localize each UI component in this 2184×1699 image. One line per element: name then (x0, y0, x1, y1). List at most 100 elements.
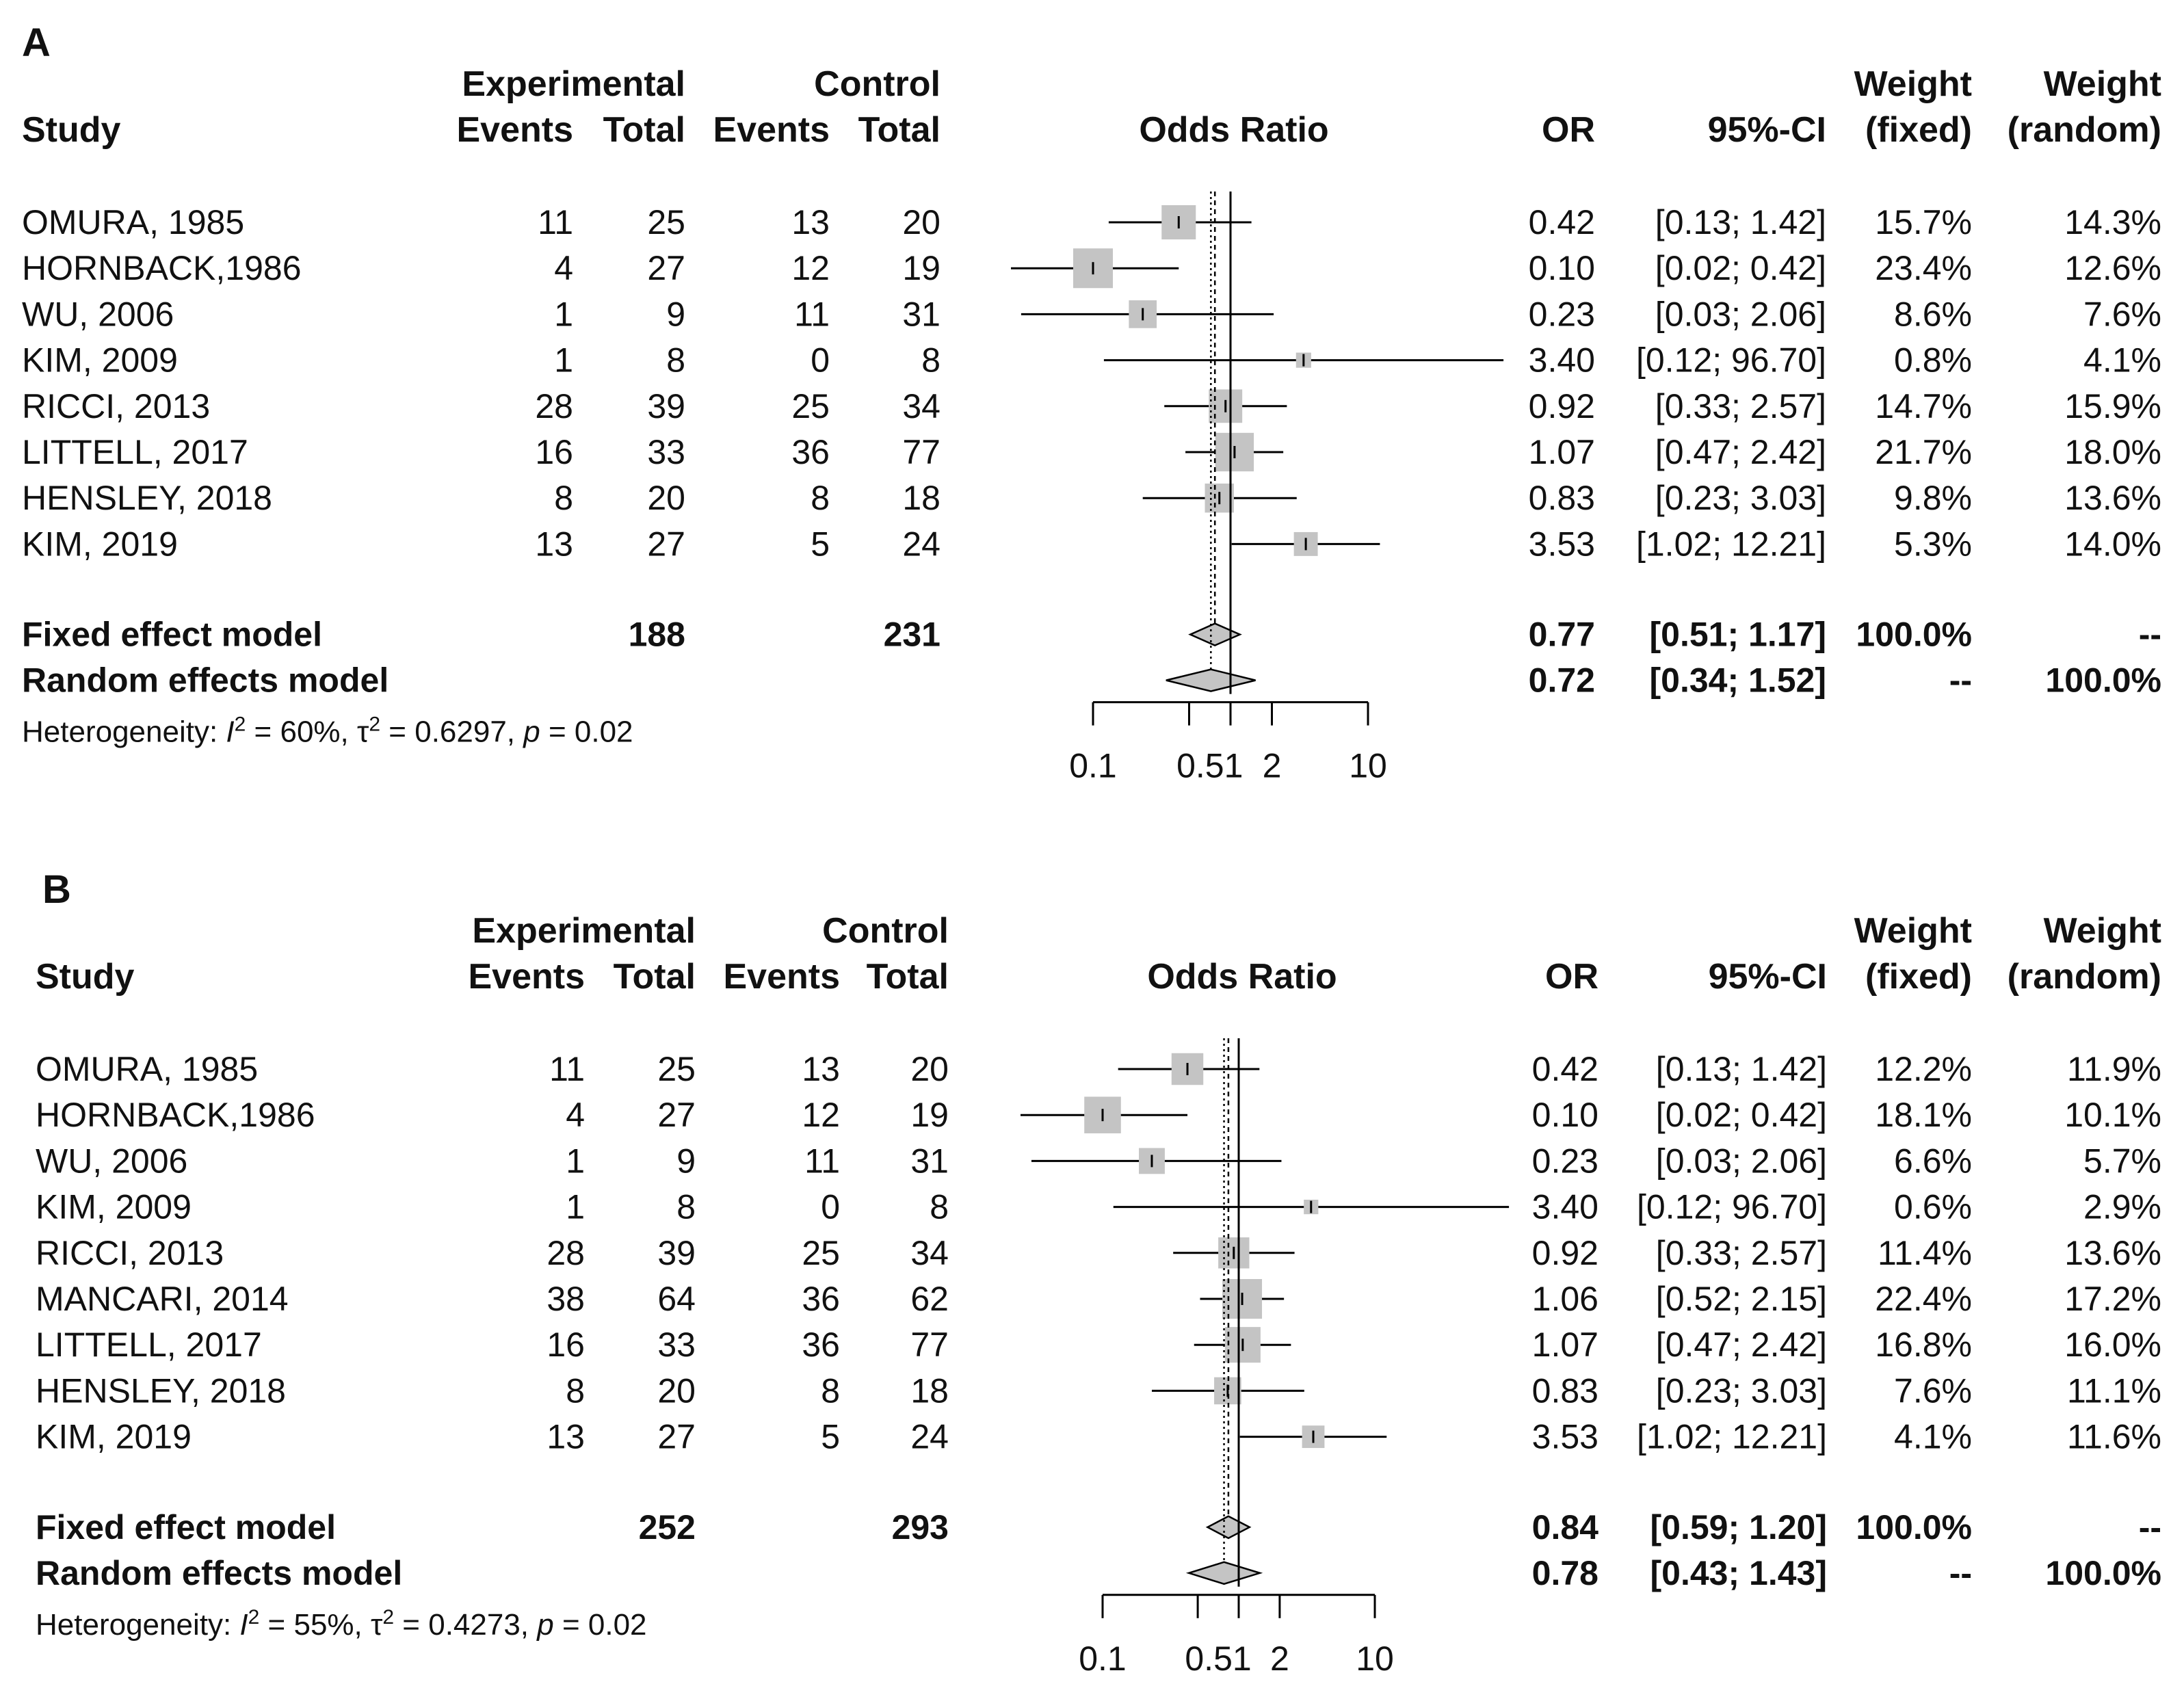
random-label: Random effects model (22, 661, 389, 700)
weight-fixed: 18.1% (1875, 1096, 1972, 1134)
header-experimental: Experimental (472, 911, 696, 951)
study-name: RICCI, 2013 (36, 1234, 224, 1272)
or-value: 3.53 (1529, 525, 1595, 563)
study-row: RICCI, 2013 28 39 25 34 0.92 [0.33; 2.57] 14.7%… (22, 387, 2161, 425)
or-value: 0.23 (1529, 295, 1595, 333)
study-name: WU, 2006 (36, 1142, 187, 1180)
exp-events: 1 (554, 341, 573, 380)
exp-events: 16 (547, 1326, 585, 1364)
het-i2-symbol: I (239, 1608, 248, 1642)
exp-total: 20 (657, 1371, 696, 1410)
random-or: 0.72 (1529, 661, 1595, 700)
header-weight-random-1: Weight (2044, 64, 2161, 104)
fixed-diamond (1188, 622, 1242, 646)
weight-random: 15.9% (2064, 387, 2161, 425)
ci-value: [0.13; 1.42] (1655, 203, 1826, 241)
header-weight-random-1: Weight (2044, 911, 2161, 951)
het-tau-symbol: τ (371, 1608, 383, 1642)
weight-fixed: 11.4% (1878, 1234, 1972, 1272)
ci-value: [0.47; 2.42] (1656, 1326, 1827, 1364)
or-value: 0.10 (1529, 249, 1595, 287)
exp-events: 16 (535, 433, 573, 471)
weight-random: 10.1% (2064, 1096, 2161, 1134)
ctrl-events: 25 (791, 387, 830, 425)
fixed-ci: [0.59; 1.20] (1650, 1508, 1827, 1546)
header-study: Study (22, 110, 121, 150)
het-tau-symbol: τ (357, 715, 369, 749)
het-tau-value: = 0.4273, (394, 1608, 537, 1642)
or-value: 0.92 (1529, 387, 1595, 425)
ci-value: [1.02; 12.21] (1636, 525, 1826, 563)
header-exp-total: Total (603, 110, 685, 150)
ctrl-total: 19 (902, 249, 940, 287)
weight-fixed: 5.3% (1894, 525, 1972, 563)
header-or: OR (1545, 957, 1598, 997)
ctrl-events: 12 (802, 1096, 840, 1134)
ctrl-total: 8 (930, 1188, 949, 1226)
weight-fixed: 14.7% (1875, 387, 1972, 425)
study-row: LITTELL, 2017 16 33 36 77 1.07 [0.47; 2.42] 16.… (36, 1326, 2161, 1364)
header-ctrl-total: Total (867, 957, 949, 997)
or-value: 1.07 (1532, 1326, 1598, 1364)
random-weight-fixed: -- (1949, 661, 1972, 700)
header-odds-ratio: Odds Ratio (1147, 957, 1337, 997)
ci-value: [0.12; 96.70] (1636, 341, 1826, 380)
weight-random: 13.6% (2064, 1234, 2161, 1272)
exp-total: 20 (647, 479, 685, 517)
weight-random: 17.2% (2064, 1280, 2161, 1318)
weight-random: 13.6% (2064, 479, 2161, 517)
heterogeneity-stats: Heterogeneity: I2 = 55%, τ2 = 0.4273, p … (36, 1605, 647, 1642)
study-name: OMURA, 1985 (22, 203, 244, 241)
header-ctrl-total: Total (858, 110, 940, 150)
study-row: HORNBACK,1986 4 27 12 19 0.10 [0.02; 0.42] 18.1… (36, 1096, 2161, 1134)
study-row: HENSLEY, 2018 8 20 8 18 0.83 [0.23; 3.03] 9.8% 1… (22, 479, 2161, 517)
ctrl-events: 13 (802, 1050, 840, 1088)
ci-value: [0.13; 1.42] (1656, 1050, 1827, 1088)
exp-events: 1 (554, 295, 573, 333)
weight-fixed: 8.6% (1894, 295, 1972, 333)
het-p-value: = 0.02 (554, 1608, 647, 1642)
ctrl-total: 24 (902, 525, 940, 563)
exp-total: 8 (676, 1188, 696, 1226)
fixed-diamond (1205, 1515, 1252, 1540)
ci-value: [0.47; 2.42] (1655, 433, 1826, 471)
fixed-label: Fixed effect model (36, 1508, 336, 1546)
weight-fixed: 7.6% (1894, 1371, 1972, 1410)
study-name: KIM, 2009 (36, 1188, 192, 1226)
heterogeneity-stats: Heterogeneity: I2 = 60%, τ2 = 0.6297, p … (22, 713, 633, 749)
x-tick-label: 0.51 (1185, 1639, 1251, 1678)
exp-total: 39 (647, 387, 685, 425)
ctrl-events: 8 (821, 1371, 840, 1410)
header-study: Study (36, 957, 135, 997)
random-diamond (1166, 668, 1256, 692)
header-experimental: Experimental (462, 64, 685, 104)
ctrl-events: 0 (811, 341, 830, 380)
weight-fixed: 22.4% (1875, 1280, 1972, 1318)
exp-total: 27 (657, 1418, 696, 1456)
random-weight-random: 100.0% (2045, 661, 2161, 700)
study-name: OMURA, 1985 (36, 1050, 258, 1088)
weight-random: 11.9% (2067, 1050, 2161, 1088)
header-ci: 95%-CI (1709, 957, 1827, 997)
fixed-weight-fixed: 100.0% (1856, 616, 1972, 654)
ci-value: [0.33; 2.57] (1655, 387, 1826, 425)
ctrl-total: 20 (910, 1050, 949, 1088)
weight-fixed: 15.7% (1875, 203, 1972, 241)
exp-total: 33 (647, 433, 685, 471)
header-random: (random) (2008, 957, 2161, 997)
study-row: KIM, 2019 13 27 5 24 3.53 [1.02; 12.21] 5.3% 14.… (22, 525, 2161, 563)
x-tick-label: 0.1 (1069, 747, 1117, 785)
weight-random: 5.7% (2083, 1142, 2161, 1180)
ctrl-events: 5 (811, 525, 830, 563)
header-exp-total: Total (614, 957, 696, 997)
ctrl-events: 8 (811, 479, 830, 517)
exp-events: 11 (549, 1050, 585, 1088)
forest-panel-b: B Experimental Control Weight Weight Study Eve… (36, 867, 2161, 1678)
exp-events: 28 (547, 1234, 585, 1272)
study-name: HORNBACK,1986 (22, 249, 302, 287)
exp-events: 1 (566, 1188, 585, 1226)
exp-events: 4 (554, 249, 573, 287)
exp-total: 9 (676, 1142, 696, 1180)
ci-value: [0.03; 2.06] (1656, 1142, 1827, 1180)
